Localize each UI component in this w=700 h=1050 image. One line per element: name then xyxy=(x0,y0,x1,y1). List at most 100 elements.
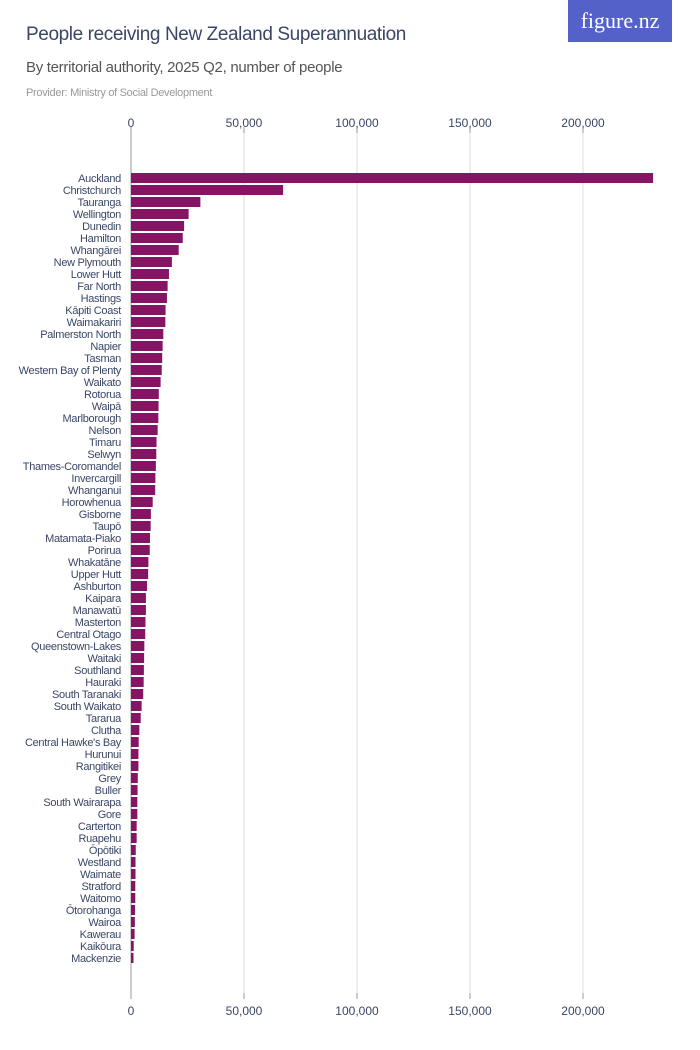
category-label: Christchurch xyxy=(63,185,121,197)
bar xyxy=(131,413,159,423)
category-label: Buller xyxy=(95,785,122,797)
bar xyxy=(131,329,164,339)
bar xyxy=(131,425,158,435)
category-label: Stratford xyxy=(82,881,122,893)
bar xyxy=(131,797,138,807)
category-label: Ōtorohanga xyxy=(66,905,122,917)
bar xyxy=(131,641,145,651)
category-label: Kawerau xyxy=(80,929,121,941)
bar xyxy=(131,905,136,915)
bar xyxy=(131,269,169,279)
category-label: South Taranaki xyxy=(52,689,121,701)
category-label: Tasman xyxy=(84,353,121,365)
bar xyxy=(131,929,135,939)
bar xyxy=(131,257,172,267)
bar xyxy=(131,245,179,255)
bar xyxy=(131,701,142,711)
bar xyxy=(131,857,136,867)
category-label: Rotorua xyxy=(84,389,122,401)
category-label: Wairoa xyxy=(88,917,122,929)
category-label: Waimate xyxy=(80,869,121,881)
bar xyxy=(131,893,136,903)
bar xyxy=(131,281,168,291)
x-tick-label-bottom: 100,000 xyxy=(335,1004,379,1018)
category-label: Clutha xyxy=(91,725,122,737)
bar xyxy=(131,197,201,207)
category-label: Porirua xyxy=(88,545,123,557)
bar xyxy=(131,485,156,495)
bar xyxy=(131,833,137,843)
category-label: Waitaki xyxy=(87,653,121,665)
bar xyxy=(131,209,189,219)
x-tick-label-bottom: 200,000 xyxy=(561,1004,605,1018)
x-tick-label-bottom: 50,000 xyxy=(226,1004,263,1018)
category-label: Far North xyxy=(77,281,121,293)
x-tick-label-bottom: 0 xyxy=(128,1004,135,1018)
x-tick-label-top: 200,000 xyxy=(561,116,605,130)
bar xyxy=(131,785,138,795)
category-label: Grey xyxy=(98,773,121,785)
bar xyxy=(131,713,141,723)
category-label: Ruapehu xyxy=(78,833,121,845)
category-label: Timaru xyxy=(89,437,121,449)
category-label: South Waikato xyxy=(54,701,121,713)
category-label: Waipā xyxy=(92,401,122,413)
category-label: Kaikōura xyxy=(80,941,122,953)
bar xyxy=(131,749,139,759)
category-label: Central Otago xyxy=(56,629,121,641)
category-label: South Wairarapa xyxy=(43,797,122,809)
bar xyxy=(131,365,162,375)
bar xyxy=(131,233,183,243)
bar xyxy=(131,341,163,351)
bar xyxy=(131,809,138,819)
bar xyxy=(131,221,185,231)
bar xyxy=(131,821,137,831)
category-label: Lower Hutt xyxy=(71,269,121,281)
figure-nz-logo[interactable]: figure.nz xyxy=(568,0,672,42)
bar xyxy=(131,917,135,927)
bar xyxy=(131,845,136,855)
chart-subtitle: By territorial authority, 2025 Q2, numbe… xyxy=(26,59,343,76)
x-tick-label-bottom: 150,000 xyxy=(448,1004,492,1018)
category-label: Hurunui xyxy=(85,749,121,761)
bar xyxy=(131,317,166,327)
category-label: New Plymouth xyxy=(54,257,121,269)
category-label: Central Hawke's Bay xyxy=(25,737,122,749)
category-label: Queenstown-Lakes xyxy=(31,641,122,653)
provider-note: Provider: Ministry of Social Development xyxy=(26,87,213,99)
category-label: Manawatū xyxy=(73,605,122,617)
bar xyxy=(131,389,159,399)
bar xyxy=(131,173,654,183)
x-tick-label-top: 150,000 xyxy=(448,116,492,130)
category-label: Kaipara xyxy=(85,593,122,605)
category-label: Napier xyxy=(90,341,121,353)
bar xyxy=(131,581,148,591)
category-label: Mackenzie xyxy=(71,953,121,965)
category-label: Wellington xyxy=(73,209,121,221)
bar xyxy=(131,461,156,471)
category-label: Whangārei xyxy=(71,245,122,257)
bar xyxy=(131,545,150,555)
bar xyxy=(131,773,138,783)
x-tick-label-top: 0 xyxy=(128,116,135,130)
category-label: Hastings xyxy=(81,293,122,305)
category-label: Hamilton xyxy=(80,233,121,245)
bar xyxy=(131,941,134,951)
bar xyxy=(131,185,284,195)
category-label: Western Bay of Plenty xyxy=(19,365,122,377)
bar xyxy=(131,305,166,315)
category-label: Westland xyxy=(78,857,121,869)
category-label: Tararua xyxy=(86,713,122,725)
bar xyxy=(131,665,144,675)
category-label: Taupō xyxy=(93,521,122,533)
category-label: Whanganui xyxy=(68,485,121,497)
bar xyxy=(131,533,150,543)
bar xyxy=(131,737,139,747)
bar xyxy=(131,437,157,447)
bar xyxy=(131,653,145,663)
bar xyxy=(131,557,149,567)
bar xyxy=(131,629,146,639)
category-label: Masterton xyxy=(75,617,121,629)
bar xyxy=(131,509,151,519)
